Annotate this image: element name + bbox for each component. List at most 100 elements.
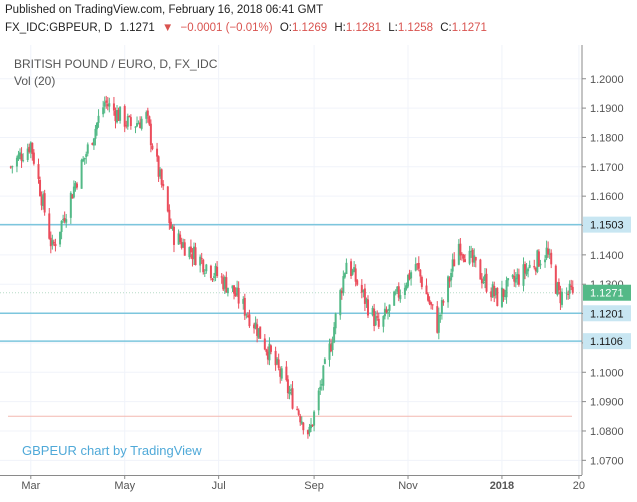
candle-body [496,287,499,306]
y-tick-label: 1.0900 [590,397,624,409]
candle-body [340,290,343,294]
candle-body [288,391,291,394]
candle-body [225,277,228,293]
candle-body [214,265,217,276]
candle-body [353,267,356,272]
candle-body [300,421,303,424]
candle-body [277,359,280,368]
candle-body [408,273,411,280]
candle-body [156,148,159,157]
candle-body [85,154,88,157]
candle-body [276,358,279,364]
candle-body [460,253,463,255]
candle-body [37,164,40,179]
candle-body [345,262,348,275]
candle-body [439,315,442,317]
candle-body [268,343,271,361]
y-tick-label: 1.1700 [590,162,624,174]
candle-body [82,159,85,162]
high-value: 1.1281 [345,22,382,34]
quote-line: FX_IDC:GBPEUR, D 1.1271 ▼ −0.0001 (−0.01… [5,21,491,36]
candle-body [490,291,493,298]
candle-body [216,266,219,277]
candle-body [28,146,31,152]
candle-body [437,314,440,333]
candle-body [202,259,205,273]
candle-body [491,284,494,298]
candle-body [306,430,309,435]
candle-body [525,269,528,275]
candle-body [52,241,55,244]
candle-body [323,359,326,364]
candle-body [15,157,18,167]
legend-title: BRITISH POUND / EURO, D, FX_IDC [14,57,218,71]
candle-body [366,299,369,316]
candle-body [60,220,63,232]
candle-body [62,219,65,221]
candle-body [263,338,266,350]
candle-body [571,286,574,293]
candle-body [342,276,345,294]
candle-body [75,183,78,188]
candle-body [83,157,86,160]
candle-body [383,308,386,317]
x-tick-label: 2018 [490,480,514,492]
candle-body [428,300,431,304]
candle-body [425,285,428,295]
candle-body [94,128,97,139]
current-price-label: 1.1271 [590,288,624,300]
candle-body [231,285,234,289]
candle-body [146,110,149,116]
y-tick-label: 1.1400 [590,250,624,262]
candle-body [74,183,77,189]
candle-body [514,277,517,283]
candle-body [533,265,536,268]
candle-body [265,349,268,352]
x-tick-label: 20 [573,480,585,492]
candle-body [387,312,389,314]
candle-body [450,272,453,281]
candle-body [86,144,89,154]
candle-body [42,194,45,207]
candle-body [243,297,246,316]
x-tick-label: May [114,480,135,492]
candle-body [474,256,477,261]
candle-body [91,143,94,145]
candle-body [524,264,527,274]
candle-body [97,115,100,123]
candle-body [26,148,29,160]
candle-body [48,213,51,239]
candle-body [69,192,72,218]
price-change: −0.0001 (−0.01%) [180,22,273,34]
chart-area[interactable]: 1.07001.08001.09001.10001.11001.12001.13… [0,45,637,497]
candle-body [290,389,292,391]
candle-body [119,106,122,121]
candle-body [269,345,272,352]
candle-body [448,278,451,282]
candle-body [502,288,505,297]
candle-body [285,366,288,381]
candle-body [59,231,62,245]
candle-body [237,287,240,304]
candle-body [63,218,66,222]
candle-body [373,308,376,326]
candle-body [565,292,568,294]
candle-body [92,138,95,146]
candle-body [116,110,119,123]
price-chart[interactable]: 1.07001.08001.09001.10001.11001.12001.13… [0,45,637,497]
chart-header: Published on TradingView.com, February 1… [0,0,637,45]
watermark: GBPEUR chart by TradingView [22,443,202,458]
last-price: 1.1271 [119,22,155,34]
candle-body [157,156,160,177]
candle-body [205,264,208,272]
candle-body [220,276,223,278]
x-tick-label: Jul [212,480,226,492]
candle-body [223,276,226,289]
y-tick-label: 1.0800 [590,426,624,438]
candle-body [330,344,333,352]
candle-body [567,293,570,295]
candle-body [180,241,183,248]
level-price-label-bg [583,216,631,233]
y-tick-label: 1.1800 [590,132,624,144]
candle-body [129,117,132,127]
